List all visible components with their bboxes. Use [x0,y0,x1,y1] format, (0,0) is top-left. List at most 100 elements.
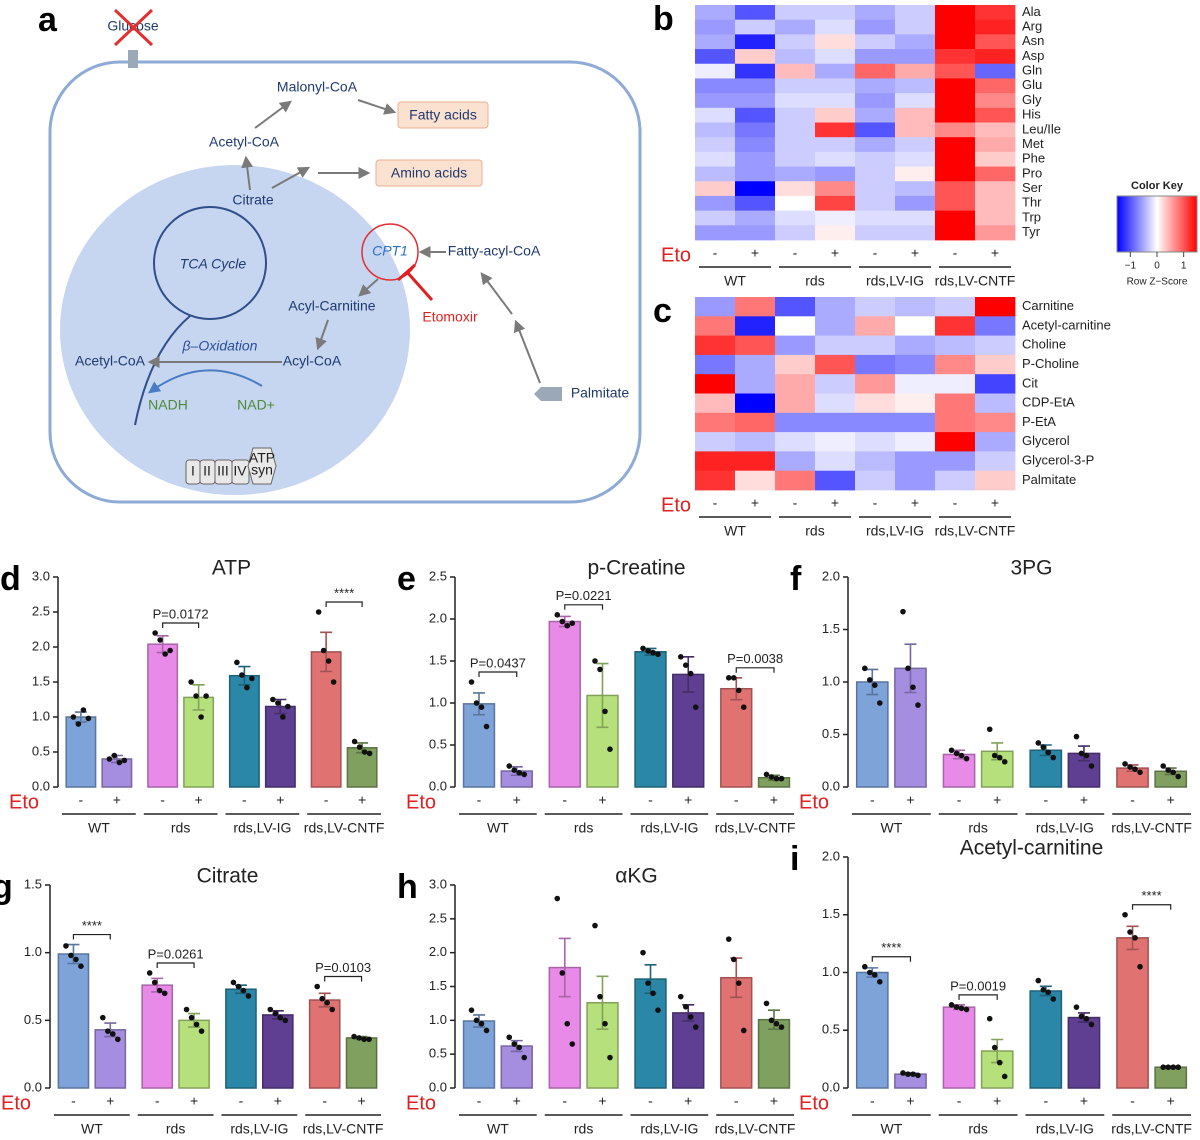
data-point [861,665,868,672]
x-tick-label: - [957,1093,962,1109]
node-label: Acyl-Carnitine [288,298,375,314]
heatmap-cell [855,374,896,394]
row-label: P-EtA [1022,414,1056,429]
significance-bracket [72,933,111,940]
group-label: WT [880,1121,902,1137]
bar [65,716,97,788]
arrow [271,166,311,189]
heatmap-cell [775,34,816,50]
data-point [650,649,656,656]
data-point [876,978,883,985]
factor-label: Eto [799,1092,829,1114]
heatmap: b AlaArgAsnAspGlnGluGlyHisLeu/IleMetPhePr… [653,0,1198,289]
data-point [692,1024,699,1030]
y-tick-label: 2.5 [429,568,447,583]
data-point [991,1044,998,1051]
group-label: rds [968,1121,987,1137]
heatmap-cell [935,5,976,21]
data-point [156,987,163,994]
row-label: Asp [1022,48,1044,63]
data-point [645,980,651,986]
x-tick-label: - [322,1093,327,1109]
heatmap-cell [935,354,976,375]
data-point [314,983,321,990]
x-tick-label: - [953,495,958,511]
data-point [682,1004,689,1010]
group-label: rds [805,523,824,539]
heatmap-cell [895,195,936,212]
heatmap-cell [895,63,936,79]
cofactor-label: NAD+ [237,397,275,413]
group-label: rds,LV-CNTF [1111,820,1192,836]
group-label: WT [724,523,746,539]
data-point [682,662,689,668]
heatmap-cell [975,393,1016,414]
y-tick-label: 1.5 [822,906,840,921]
heatmap-cell [815,393,856,414]
heatmap-cell [935,210,976,226]
y-tick-label: 1.0 [32,708,50,723]
row-label: Ala [1022,4,1042,19]
heatmap-cell [815,195,856,212]
data-point [161,990,168,997]
heatmap-cell [735,137,776,153]
colorbar [1116,195,1198,253]
heatmap-cell [735,5,776,21]
group-label: rds,LV-IG [640,1121,698,1137]
group-label: rds,LV-IG [1036,1121,1094,1137]
data-point [986,726,993,733]
heatmap-cell [855,49,896,65]
data-point [73,956,79,963]
data-point [282,1017,289,1024]
x-tick-label: - [562,792,567,808]
x-tick-label: - [477,1093,482,1109]
heatmap-cell [735,181,776,197]
heatmap-cell [695,210,736,226]
data-point [645,648,651,654]
heatmap-cell [895,210,936,226]
error-bar [596,662,609,729]
row-label: Palmitate [1022,472,1076,487]
data-point [996,754,1003,761]
heatmap-cell [695,195,736,212]
data-point [361,749,368,755]
factor-label: Eto [406,1092,436,1114]
heatmap-cell [895,374,936,394]
data-point [640,645,646,652]
data-point [319,995,326,1002]
y-tick-label: 0.0 [429,1079,447,1094]
data-point [1088,763,1095,769]
bar [855,681,889,788]
chart-title: ATP [212,557,251,580]
heatmap-cell [815,166,856,182]
x-tick-label: + [684,792,692,808]
data-point [592,658,598,664]
data-point [778,775,785,782]
x-tick-label: + [906,1093,914,1109]
heatmap-cell [935,335,976,356]
bar [264,705,296,788]
row-label: Choline [1022,337,1066,352]
bar-chart: h αKG 0.0 0.5 1.0 1.5 2.0 2.5 3.0 - + - + - + - + Eto WT rd… [397,865,795,1137]
heatmap-cell [855,5,896,21]
heatmap-cell [895,316,936,336]
data-point [285,703,291,710]
y-tick-label: 2.0 [429,610,447,625]
data-point [152,630,158,636]
x-tick-label: + [770,792,778,808]
complex-label: IV [233,463,247,479]
data-point [1175,773,1182,780]
x-tick-label: - [1043,1093,1048,1109]
row-label: CDP-EtA [1022,395,1075,410]
data-point [763,1000,770,1007]
panel-letter: a [38,1,58,39]
heatmap-cell [935,49,976,65]
error-bar [320,631,333,673]
heatmap-cell [895,181,936,197]
row-label: Trp [1022,209,1041,224]
group-label: rds,LV-IG [866,523,924,539]
heatmap-cell [735,34,776,50]
row-label: Glu [1022,77,1042,92]
data-point [640,949,646,956]
group-label: rds,LV-CNTF [935,523,1016,539]
